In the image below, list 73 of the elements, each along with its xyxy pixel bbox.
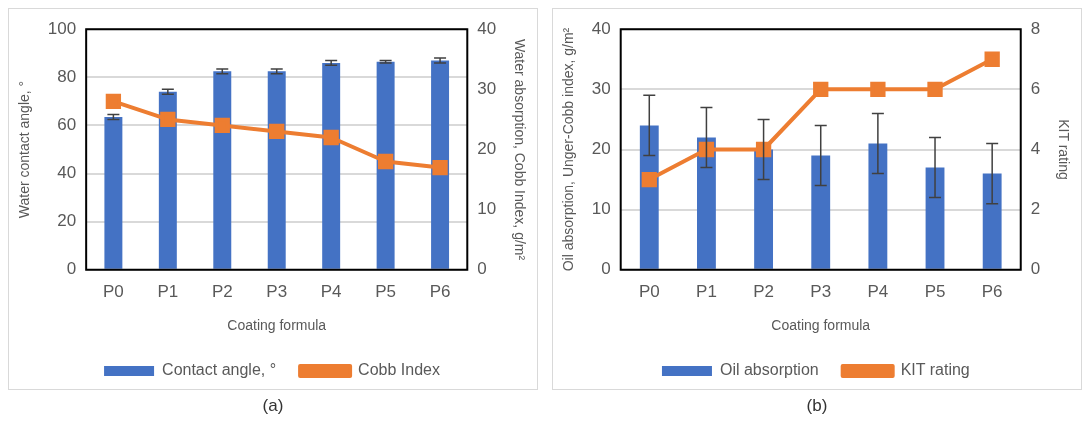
point — [432, 159, 448, 176]
bar — [925, 167, 945, 269]
bar — [376, 61, 395, 269]
bar — [868, 143, 888, 269]
x-tick-label: P6 — [429, 281, 451, 301]
x-tick-label: P4 — [867, 281, 889, 301]
point — [323, 129, 339, 146]
legend-label: Contact angle, ° — [162, 361, 277, 379]
bar — [213, 71, 232, 269]
y-tick-label: 100 — [47, 18, 77, 38]
point — [927, 81, 943, 98]
y-axis-title: Water contact angle, ° — [16, 80, 33, 219]
bar — [811, 155, 831, 269]
bar — [982, 173, 1002, 269]
y-tick-label: 30 — [591, 79, 611, 99]
y2-tick-label: 40 — [477, 18, 497, 38]
x-tick-label: P3 — [266, 281, 288, 301]
legend-label: Cobb Index — [358, 361, 440, 379]
y2-axis-title: Water absorption, Cobb Index, g/m² — [511, 38, 528, 261]
y-tick-label: 20 — [57, 211, 77, 231]
point — [214, 117, 230, 134]
point — [377, 153, 394, 170]
y-tick-label: 40 — [591, 18, 611, 38]
x-tick-label: P2 — [211, 281, 233, 301]
x-tick-label: P5 — [924, 281, 946, 301]
x-tick-label: P1 — [696, 281, 717, 301]
point — [984, 51, 1000, 67]
y2-tick-label: 0 — [1030, 259, 1041, 279]
y-tick-label: 0 — [66, 259, 77, 279]
x-tick-label: P1 — [157, 281, 179, 301]
legend-label: Oil absorption — [719, 361, 819, 379]
y-axis-title: Oil absorption, Unger-Cobb index, g/m² — [560, 27, 577, 272]
point — [755, 141, 772, 158]
y2-tick-label: 8 — [1030, 18, 1041, 38]
x-tick-label: P6 — [981, 281, 1003, 301]
y2-tick-label: 10 — [477, 199, 497, 219]
y-tick-label: 10 — [591, 199, 611, 219]
point — [870, 81, 886, 98]
bar — [158, 91, 177, 269]
y2-tick-label: 4 — [1030, 139, 1041, 159]
x-tick-label: P4 — [320, 281, 342, 301]
y2-tick-label: 20 — [477, 139, 497, 159]
point — [269, 123, 285, 140]
point — [105, 93, 122, 110]
y2-tick-label: 0 — [477, 259, 487, 279]
bar — [322, 62, 341, 269]
y2-axis-title: KIT rating — [1055, 119, 1072, 180]
text: (b) — [805, 396, 829, 416]
bar — [754, 149, 774, 269]
y2-tick-label: 2 — [1030, 199, 1041, 219]
y-tick-label: 20 — [591, 139, 611, 159]
x-axis-title: Coating formula — [771, 317, 871, 334]
y2-tick-label: 6 — [1030, 79, 1041, 99]
x-tick-label: P3 — [810, 281, 832, 301]
legend-label: KIT rating — [900, 361, 970, 379]
bar — [104, 117, 123, 269]
x-tick-label: P0 — [638, 281, 660, 301]
y-tick-label: 60 — [57, 115, 77, 135]
text: (a) — [261, 396, 285, 416]
point — [160, 111, 176, 128]
y-tick-label: 80 — [57, 67, 77, 87]
point — [813, 81, 829, 98]
x-tick-label: P5 — [375, 281, 397, 301]
x-tick-label: P0 — [102, 281, 124, 301]
y2-tick-label: 30 — [477, 79, 497, 99]
y-tick-label: 40 — [57, 163, 77, 183]
point — [641, 171, 657, 188]
point — [698, 141, 715, 158]
bar — [267, 71, 286, 269]
x-axis-title: Coating formula — [227, 317, 327, 334]
x-tick-label: P2 — [753, 281, 774, 301]
y-tick-label: 0 — [601, 259, 611, 279]
bar — [431, 60, 450, 269]
